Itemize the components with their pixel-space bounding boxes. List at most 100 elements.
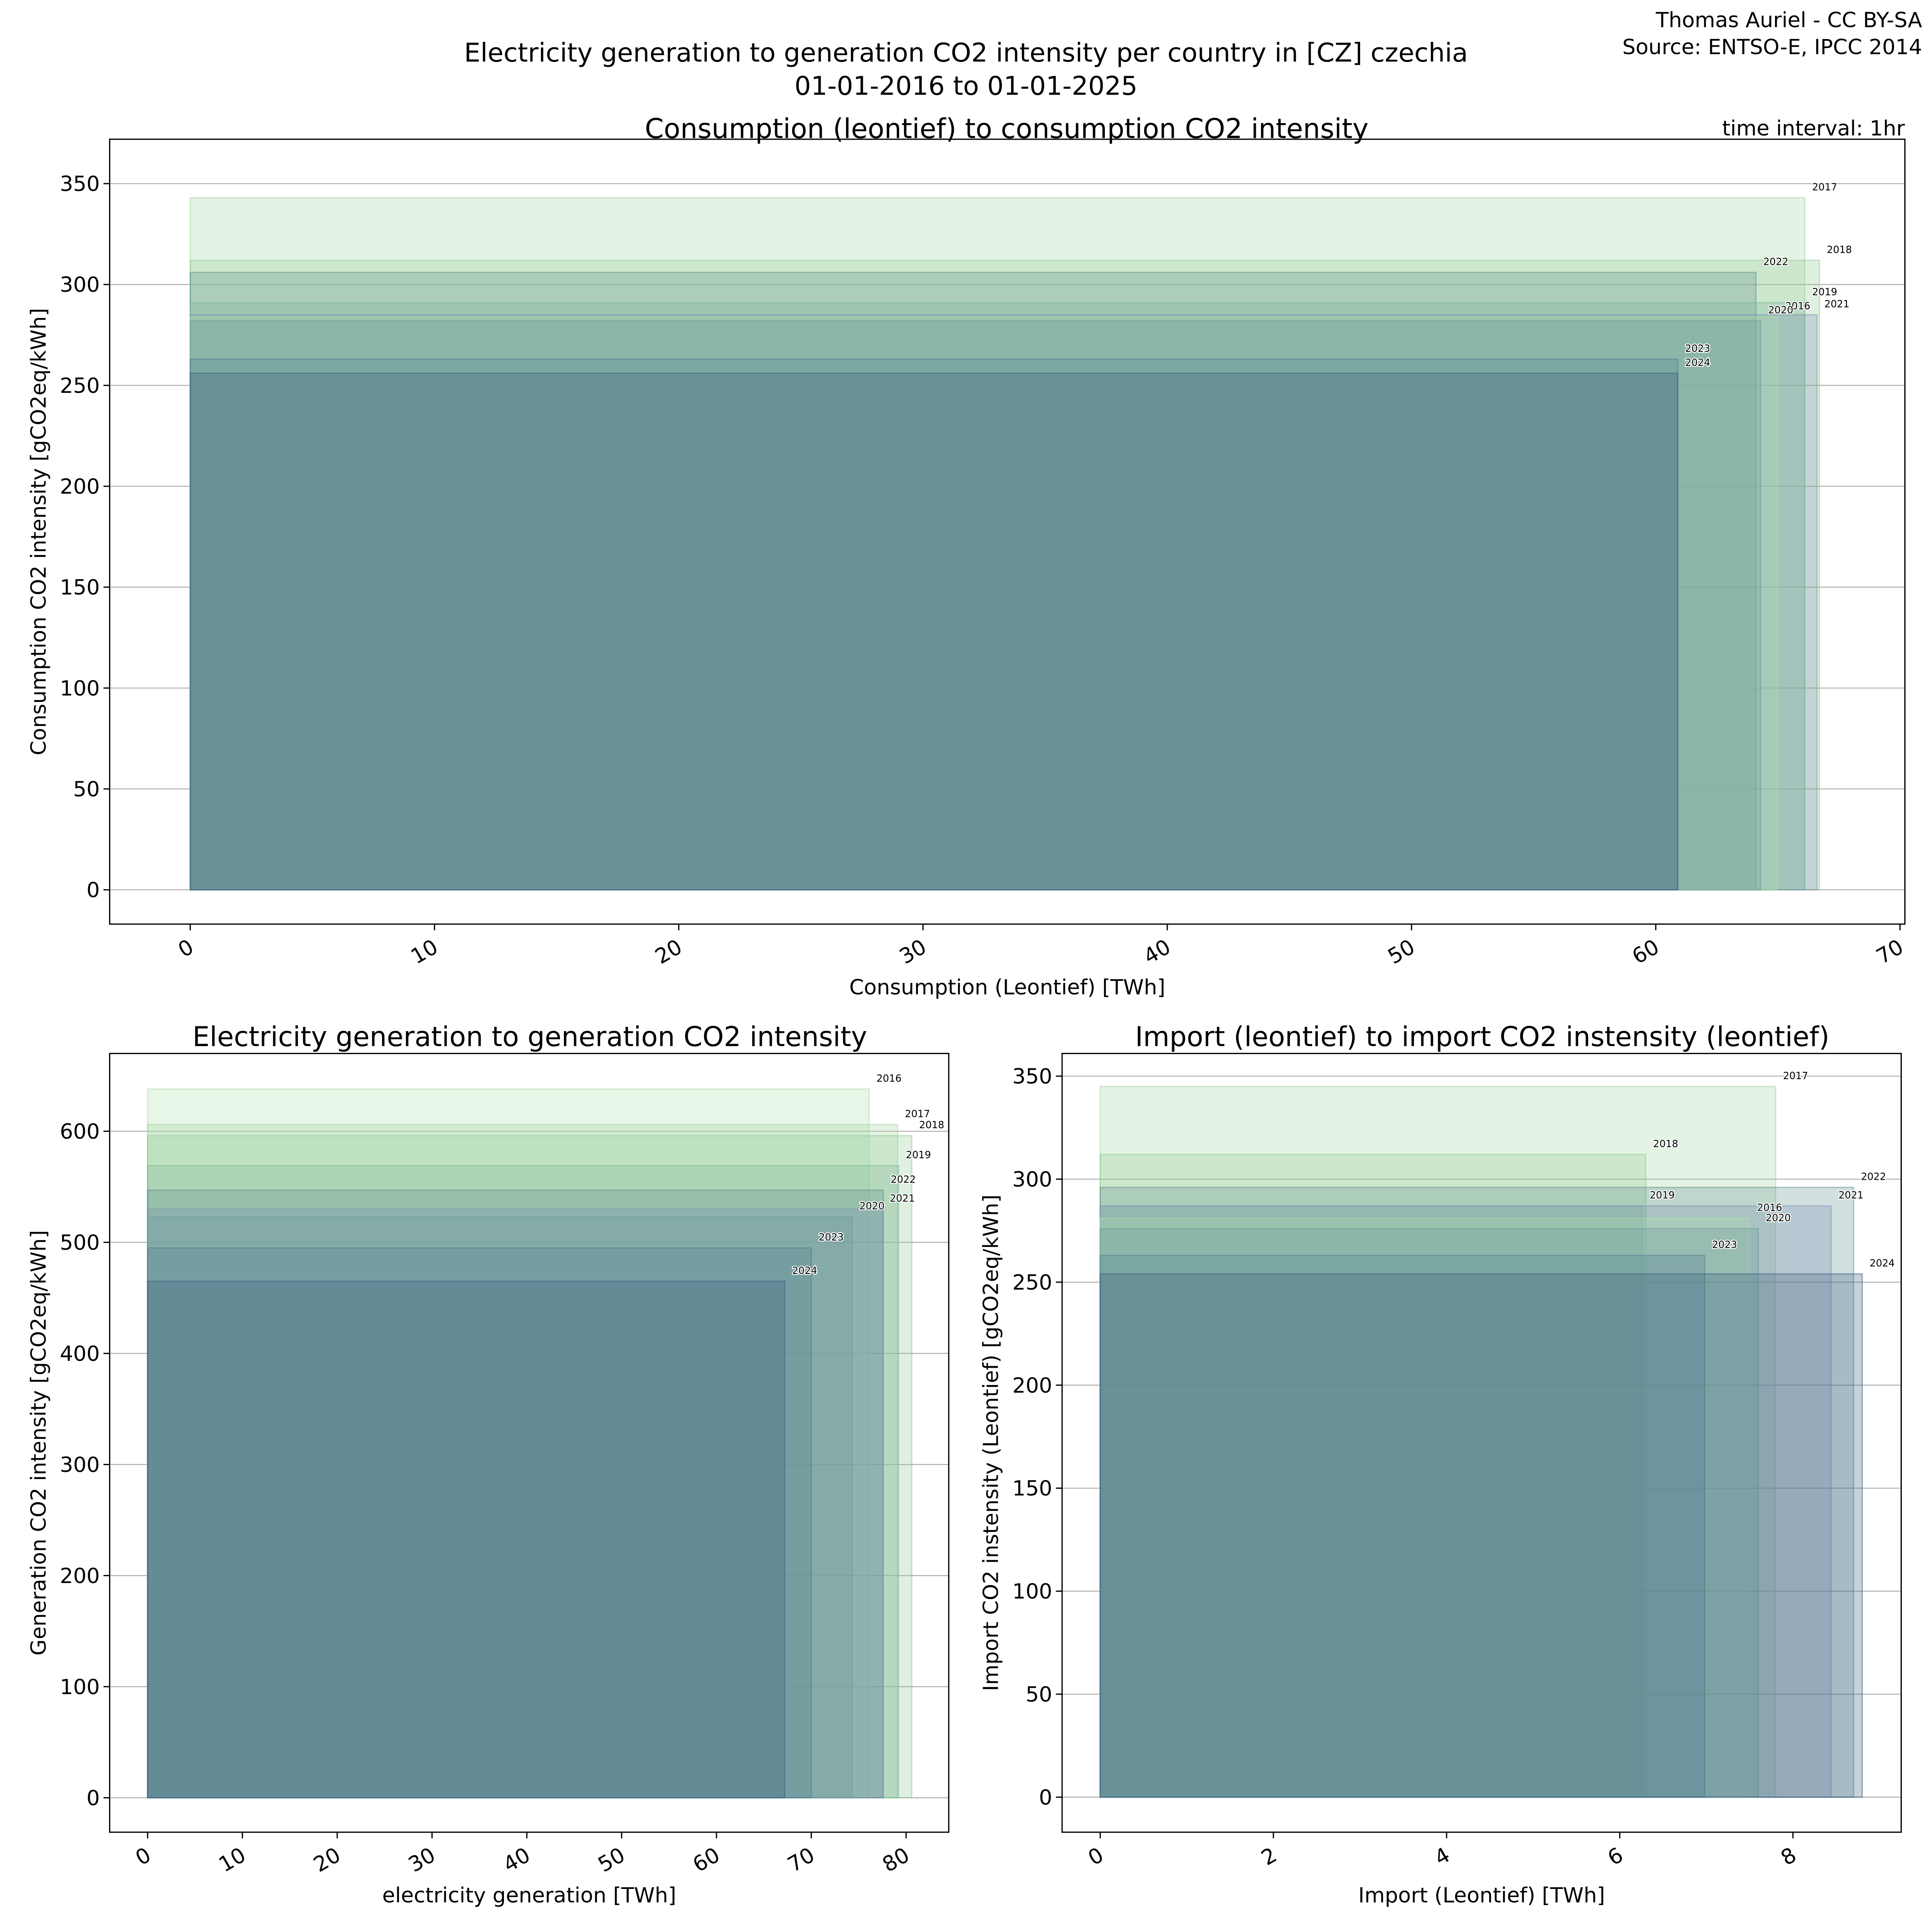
y-tick-label: 300 [60, 1453, 100, 1477]
x-tick-label: 30 [405, 1843, 440, 1877]
y-tick-label: 200 [1012, 1374, 1052, 1398]
bar-2022 [190, 272, 1757, 891]
bar-2016 [1099, 1218, 1750, 1798]
x-tick-label: 0 [174, 935, 198, 963]
bar-2022 [147, 1189, 884, 1799]
bar-2020 [1099, 1228, 1759, 1798]
y-tick-label: 400 [60, 1342, 100, 1366]
bar-2021 [1099, 1205, 1832, 1798]
y-axis-label: Generation CO2 intensity [gCO2eq/kWh] [27, 1230, 51, 1655]
x-tick-label: 70 [784, 1843, 819, 1877]
x-tick-label: 20 [310, 1843, 345, 1877]
year-label-2023: 2023 [819, 1231, 844, 1243]
year-label-2022: 2022 [1861, 1171, 1886, 1183]
y-tick-label: 300 [1012, 1168, 1052, 1192]
bar-2022 [1099, 1187, 1854, 1798]
y-tick-label: 50 [73, 777, 100, 801]
year-label-2018: 2018 [919, 1119, 944, 1131]
year-label-2018: 2018 [1653, 1138, 1678, 1150]
axes-frame [1061, 1053, 1902, 1833]
x-tick-label: 2 [1257, 1843, 1281, 1871]
x-tick-label: 0 [132, 1843, 155, 1871]
figure-title-line2: 01-01-2016 to 01-01-2025 [795, 71, 1137, 101]
y-tick-label: 350 [1012, 1065, 1052, 1089]
year-label-2019: 2019 [1812, 286, 1837, 298]
year-label-2022: 2022 [1763, 256, 1788, 267]
x-tick-label: 6 [1604, 1843, 1627, 1871]
chart-title: Electricity generation to generation CO2… [192, 1021, 867, 1053]
axes-frame [109, 138, 1906, 925]
x-tick-label: 4 [1430, 1843, 1454, 1871]
x-tick-label: 0 [1084, 1843, 1108, 1871]
time-interval-label: time interval: 1hr [1722, 117, 1905, 141]
x-tick-label: 70 [1872, 935, 1907, 969]
axes-frame [109, 1053, 949, 1833]
year-label-2017: 2017 [905, 1108, 930, 1120]
year-label-2016: 2016 [877, 1072, 902, 1084]
y-tick-label: 0 [87, 1786, 100, 1810]
y-tick-label: 150 [1012, 1477, 1052, 1501]
bar-2016 [190, 316, 1779, 891]
bar-2020 [190, 320, 1762, 891]
bar-2018 [190, 260, 1820, 891]
y-tick-label: 100 [1012, 1580, 1052, 1604]
year-label-2016: 2016 [1785, 300, 1810, 312]
year-label-2024: 2024 [1870, 1257, 1895, 1269]
year-label-2018: 2018 [1827, 244, 1852, 255]
year-label-2023: 2023 [1685, 343, 1710, 354]
bar-2017 [147, 1124, 898, 1799]
bar-2024 [190, 372, 1678, 891]
y-axis-label: Consumption CO2 intensity [gCO2eq/kWh] [27, 308, 51, 755]
y-tick-label: 100 [60, 1675, 100, 1699]
y-tick-label: 200 [60, 1564, 100, 1588]
y-tick-label: 300 [60, 273, 100, 297]
bar-2016 [147, 1088, 870, 1799]
x-tick-label: 8 [1777, 1843, 1801, 1871]
x-axis-label: Consumption (Leontief) [TWh] [849, 975, 1165, 999]
year-label-2020: 2020 [1766, 1212, 1791, 1224]
y-tick-label: 250 [60, 374, 100, 398]
year-label-2021: 2021 [1839, 1189, 1864, 1201]
y-tick-label: 250 [1012, 1271, 1052, 1295]
chart-title: Import (leontief) to import CO2 instensi… [1135, 1021, 1829, 1053]
year-label-2023: 2023 [1712, 1239, 1737, 1251]
bar-2024 [1099, 1273, 1863, 1798]
bar-2023 [147, 1247, 812, 1799]
x-axis-label: Import (Leontief) [TWh] [1358, 1884, 1605, 1908]
x-tick-label: 40 [1139, 935, 1174, 969]
y-tick-label: 50 [1026, 1682, 1052, 1707]
y-axis-label: Import CO2 instensity (Leontief) [gCO2eq… [979, 1195, 1003, 1691]
bar-2023 [1099, 1255, 1705, 1798]
y-tick-label: 0 [87, 878, 100, 902]
x-axis-label: electricity generation [TWh] [382, 1884, 676, 1908]
x-tick-label: 80 [879, 1843, 914, 1877]
bar-2021 [147, 1208, 883, 1799]
year-label-2024: 2024 [792, 1265, 817, 1276]
y-tick-label: 200 [60, 475, 100, 499]
year-label-2019: 2019 [906, 1149, 931, 1161]
bar-2019 [147, 1165, 899, 1799]
x-tick-label: 40 [499, 1843, 534, 1877]
year-label-2020: 2020 [1768, 304, 1793, 316]
y-tick-label: 500 [60, 1231, 100, 1255]
bar-2021 [190, 314, 1818, 891]
year-label-2022: 2022 [891, 1173, 916, 1185]
year-label-2024: 2024 [1685, 357, 1710, 368]
year-label-2021: 2021 [1825, 298, 1849, 310]
x-tick-label: 50 [1384, 935, 1419, 969]
bar-2019 [1099, 1205, 1643, 1798]
chart-generation: 0100200300400500600201620172018201920222… [27, 1021, 949, 1908]
y-tick-label: 350 [60, 172, 100, 196]
year-label-2021: 2021 [890, 1192, 915, 1204]
bar-2017 [1099, 1086, 1777, 1798]
x-tick-label: 10 [407, 935, 442, 969]
bar-2024 [147, 1280, 786, 1799]
bar-2020 [147, 1216, 853, 1799]
bar-2019 [190, 302, 1806, 891]
x-tick-label: 10 [215, 1843, 250, 1877]
year-label-2016: 2016 [1757, 1201, 1782, 1213]
bar-2023 [190, 358, 1678, 891]
year-label-2020: 2020 [859, 1200, 884, 1212]
x-tick-label: 20 [651, 935, 686, 969]
